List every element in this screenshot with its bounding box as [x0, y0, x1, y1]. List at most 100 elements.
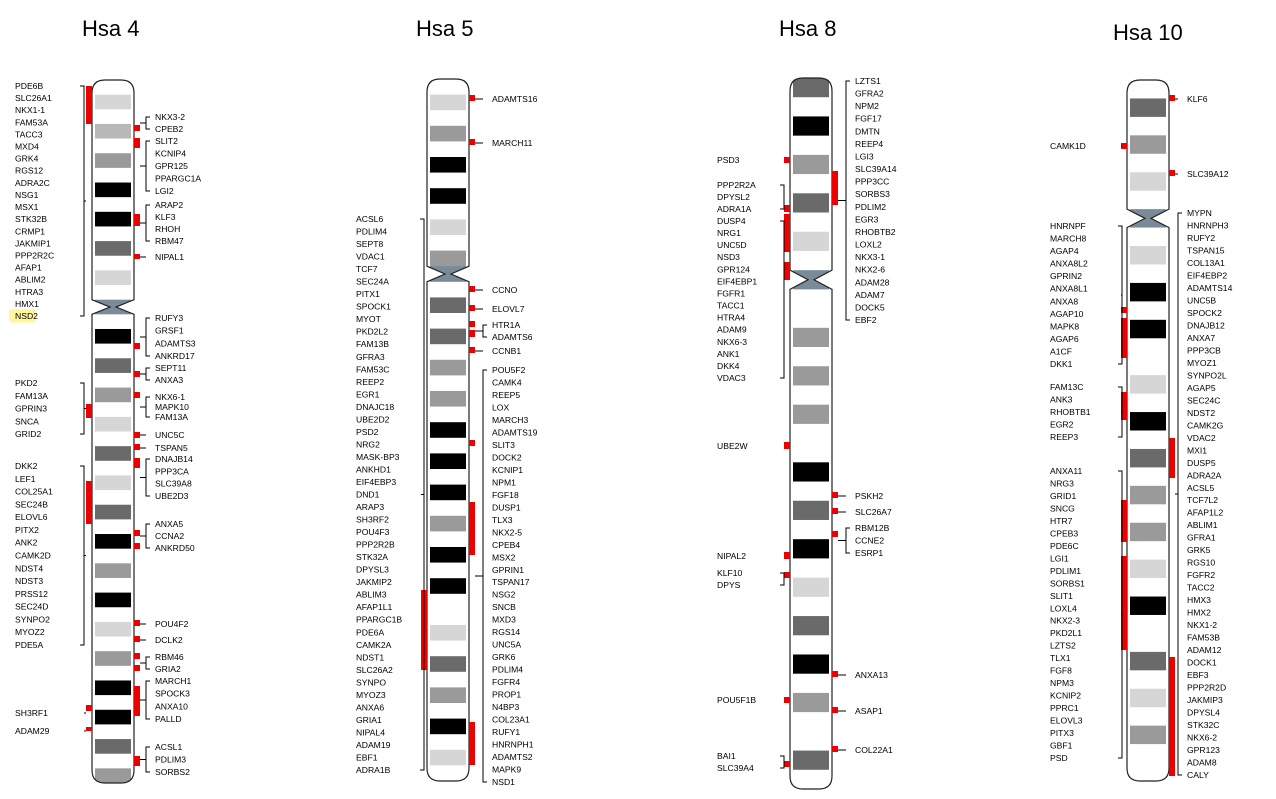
gene-label: FGF8 — [1050, 666, 1072, 676]
gene-label: CAMK4 — [492, 377, 522, 387]
region-marker — [784, 157, 790, 163]
gene-label: HTRA3 — [15, 287, 43, 297]
gene-label: LOXL4 — [1050, 603, 1077, 613]
gene-label: VDAC1 — [356, 252, 385, 262]
chromosome-band — [95, 651, 131, 667]
chromosome-band — [1130, 430, 1166, 450]
gene-label: GBF1 — [1050, 741, 1073, 751]
chromosome-band — [95, 109, 131, 125]
gene-label: REEP4 — [855, 139, 883, 149]
chromosome-band — [793, 231, 829, 252]
gene-label: FGF17 — [855, 114, 882, 124]
gene-label: TACC3 — [15, 129, 43, 139]
chromosome-band — [430, 703, 466, 719]
chromosome-band — [430, 593, 466, 610]
chromosome-band — [793, 116, 829, 136]
chromosome-band — [793, 769, 829, 789]
chromosome-band — [430, 515, 466, 532]
gene-label: DOCK5 — [855, 302, 885, 312]
gene-label: ACSL5 — [1187, 483, 1214, 493]
chromosome-band — [793, 423, 829, 444]
chromosome-band — [1130, 504, 1166, 524]
gene-label: SLIT2 — [155, 136, 178, 146]
gene-label: GRK6 — [492, 652, 516, 662]
gene-label: MAPK9 — [492, 765, 521, 775]
gene-bracket — [80, 382, 86, 435]
chromosome-band — [430, 281, 466, 298]
chromosome-band — [430, 406, 466, 423]
chromosome-band — [1130, 375, 1166, 394]
gene-label: PDLIM2 — [855, 202, 886, 212]
gene-label: ANXA7 — [1187, 333, 1215, 343]
gene-bracket — [140, 116, 150, 130]
gene-label: ADAMTS2 — [492, 752, 533, 762]
gene-label: ADAM19 — [356, 740, 391, 750]
gene-label: SNCA — [15, 416, 39, 426]
gene-label: ADAM12 — [1187, 645, 1222, 655]
gene-bracket — [1175, 212, 1182, 776]
chromosome-band — [1130, 393, 1166, 413]
gene-label: PSD2 — [356, 427, 379, 437]
gene-label: DPYSL2 — [717, 192, 750, 202]
gene-label: RUFY2 — [1187, 233, 1215, 243]
gene-label: JAKMIP1 — [15, 238, 51, 248]
gene-label: POU4F2 — [155, 619, 189, 629]
gene-bracket — [140, 523, 150, 549]
chromosome-band — [793, 174, 829, 194]
chromosome-band — [95, 490, 131, 506]
gene-label: DPYSL4 — [1187, 708, 1220, 718]
region-marker — [86, 727, 92, 731]
chromosome-band — [1130, 541, 1166, 560]
region-marker — [784, 442, 790, 449]
chromosome-band — [95, 416, 131, 432]
chromosome-band — [793, 500, 829, 521]
gene-label: ANKRD50 — [155, 543, 195, 553]
chromosome-band — [430, 718, 466, 735]
gene-label: PITX1 — [356, 289, 380, 299]
gene-label: PROP1 — [492, 690, 521, 700]
chromosome-band — [95, 167, 131, 183]
gene-label: ANK3 — [1050, 395, 1073, 405]
chromosome-band — [95, 182, 131, 198]
chromosome-band — [95, 695, 131, 711]
gene-label: DNAJB14 — [155, 454, 193, 464]
gene-label: REEP2 — [356, 377, 384, 387]
chromosome-band — [793, 135, 829, 156]
region-marker — [1169, 95, 1175, 101]
gene-label: MXI1 — [1187, 445, 1207, 455]
gene-label: ANK1 — [717, 349, 740, 359]
chromosome-band — [1130, 485, 1166, 505]
gene-label: REEP5 — [492, 390, 520, 400]
panel-title: Hsa 5 — [416, 16, 473, 41]
gene-label: EIF4EBP3 — [356, 477, 396, 487]
chromosome-band — [95, 343, 131, 359]
gene-bracket — [140, 746, 150, 773]
gene-label: PPARGC1A — [155, 174, 201, 184]
gene-label: TSPAN15 — [1187, 245, 1225, 255]
gene-label: DCLK2 — [155, 635, 183, 645]
gene-label: NKX3-2 — [155, 112, 185, 122]
region-marker — [469, 330, 475, 337]
gene-label: NKX6-2 — [1187, 733, 1217, 743]
gene-label: ABLIM3 — [356, 590, 387, 600]
gene-bracket — [420, 218, 425, 771]
gene-label: JAKMIP2 — [356, 577, 392, 587]
gene-label: PITX3 — [1050, 728, 1074, 738]
chromosome-band — [95, 80, 131, 95]
gene-label: TCF7L2 — [1187, 495, 1218, 505]
region-marker — [1121, 143, 1127, 149]
gene-label: UBE2D3 — [155, 491, 189, 501]
region-marker — [134, 343, 140, 349]
chromosome-band — [1130, 725, 1166, 745]
gene-label: ANXA8 — [1050, 296, 1078, 306]
chromosome-band — [793, 193, 829, 213]
gene-label: ANXA6 — [356, 702, 384, 712]
gene-label: DMTN — [855, 126, 880, 136]
region-marker — [469, 347, 475, 353]
gene-label: SORBS1 — [1050, 578, 1085, 588]
chromosome-band — [430, 94, 466, 111]
gene-label: KLF6 — [1187, 94, 1208, 104]
gene-label: RHOBTB2 — [855, 227, 896, 237]
gene-bracket — [780, 572, 785, 586]
gene-label: RGS10 — [1187, 558, 1215, 568]
